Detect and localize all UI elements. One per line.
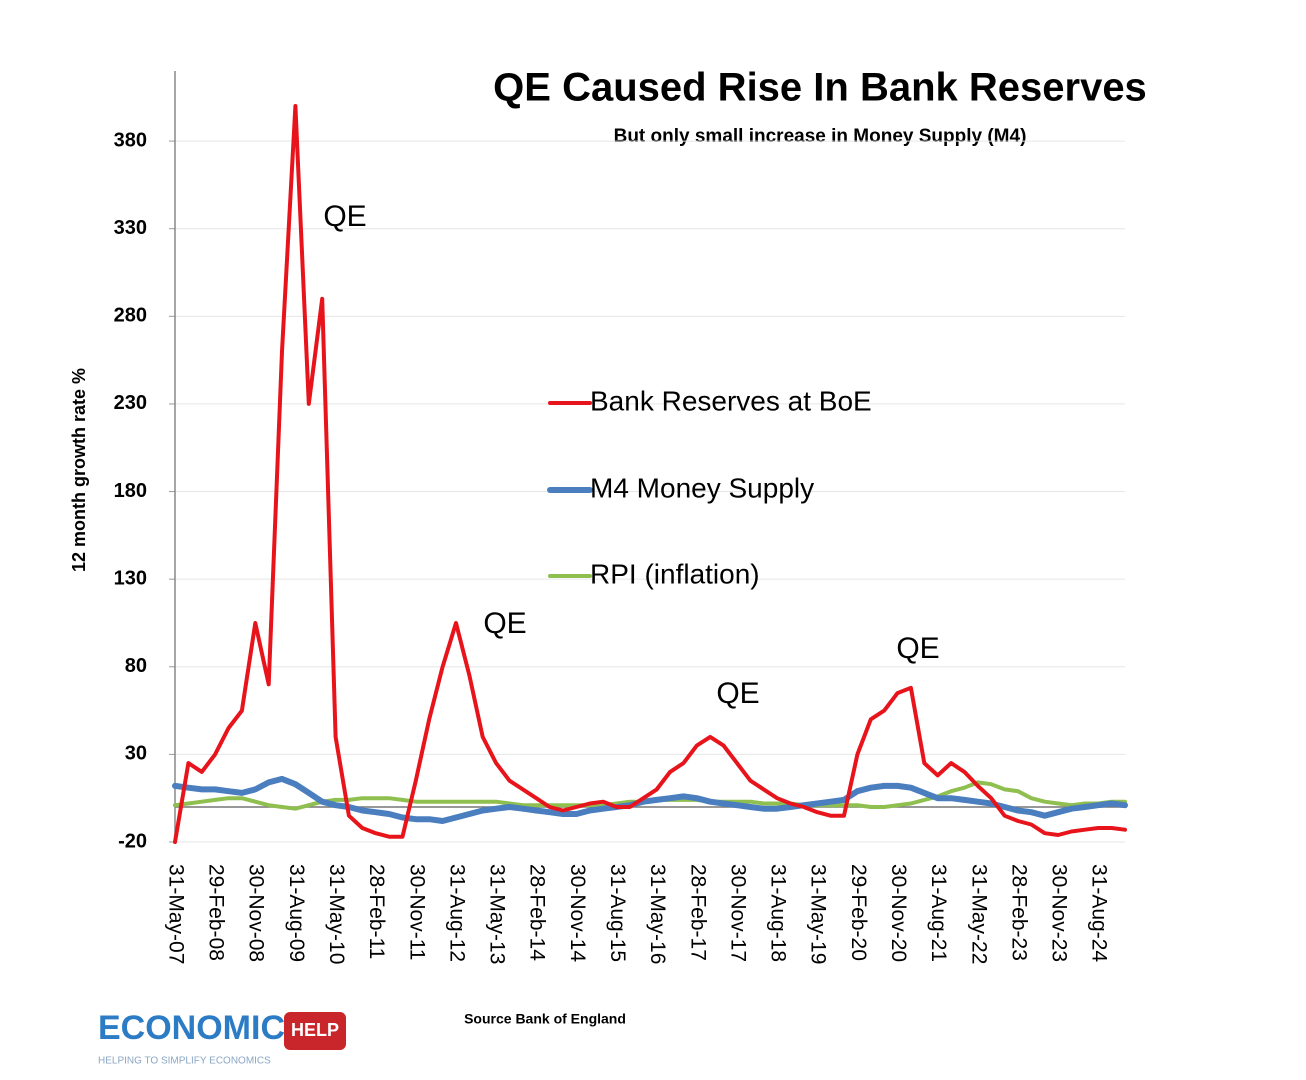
y-tick-label: 330 [114,217,147,239]
legend-label: Bank Reserves at BoE [590,385,872,416]
x-tick-label: 31-May-19 [807,864,830,964]
y-tick-label: 80 [125,655,147,677]
x-tick-label: 29-Feb-08 [205,864,228,961]
y-tick-label: 30 [125,743,147,765]
logo-tagline: HELPING TO SIMPLIFY ECONOMICS [98,1056,271,1067]
legend-label: RPI (inflation) [590,558,760,589]
y-tick-label: 280 [114,305,147,327]
x-tick-label: 31-May-07 [164,864,187,964]
x-tick-label: 28-Feb-23 [1007,864,1030,961]
x-tick-label: 30-Nov-11 [405,864,428,961]
annotation: QE [716,677,759,710]
x-tick-label: 31-May-10 [325,864,348,964]
logo-badge-bg [284,1012,346,1050]
x-tick-label: 31-Aug-24 [1088,864,1111,962]
x-tick-label: 31-Aug-12 [445,864,468,962]
legend-label: M4 Money Supply [590,472,814,503]
y-tick-label: -20 [118,830,147,852]
x-tick-label: 30-Nov-17 [726,864,749,962]
x-tick-label: 31-May-22 [967,864,990,964]
x-tick-label: 31-Aug-09 [285,864,308,962]
y-tick-label: 130 [114,567,147,589]
y-axis-label: 12 month growth rate % [69,368,89,572]
source-note: Source Bank of England [464,1011,626,1027]
x-tick-label: 30-Nov-08 [245,864,268,962]
x-tick-label: 31-Aug-15 [606,864,629,962]
y-tick-label: 230 [114,392,147,414]
x-tick-label: 30-Nov-14 [566,864,589,962]
x-tick-label: 30-Nov-20 [887,864,910,962]
series-line [172,775,1128,824]
x-tick-label: 29-Feb-20 [847,864,870,961]
x-tick-label: 31-Aug-21 [927,864,950,962]
y-tick-label: 180 [114,480,147,502]
x-tick-label: 31-Aug-18 [767,864,790,962]
x-tick-label: 30-Nov-23 [1048,864,1071,962]
x-tick-label: 28-Feb-17 [686,864,709,961]
x-tick-label: 28-Feb-11 [365,864,388,959]
annotation: QE [483,607,526,640]
annotation: QE [896,632,939,665]
x-tick-label: 31-May-16 [646,864,669,964]
logo: ECONOMICS [98,1009,308,1047]
chart-title: QE Caused Rise In Bank Reserves [493,66,1147,110]
annotation: QE [323,200,366,233]
logo-badge: HELP [291,1020,339,1040]
x-tick-label: 31-May-13 [486,864,509,964]
series-line [173,104,1127,844]
chart-subtitle: But only small increase in Money Supply … [614,126,1027,147]
y-tick-label: 380 [114,129,147,151]
x-tick-label: 28-Feb-14 [526,864,549,961]
